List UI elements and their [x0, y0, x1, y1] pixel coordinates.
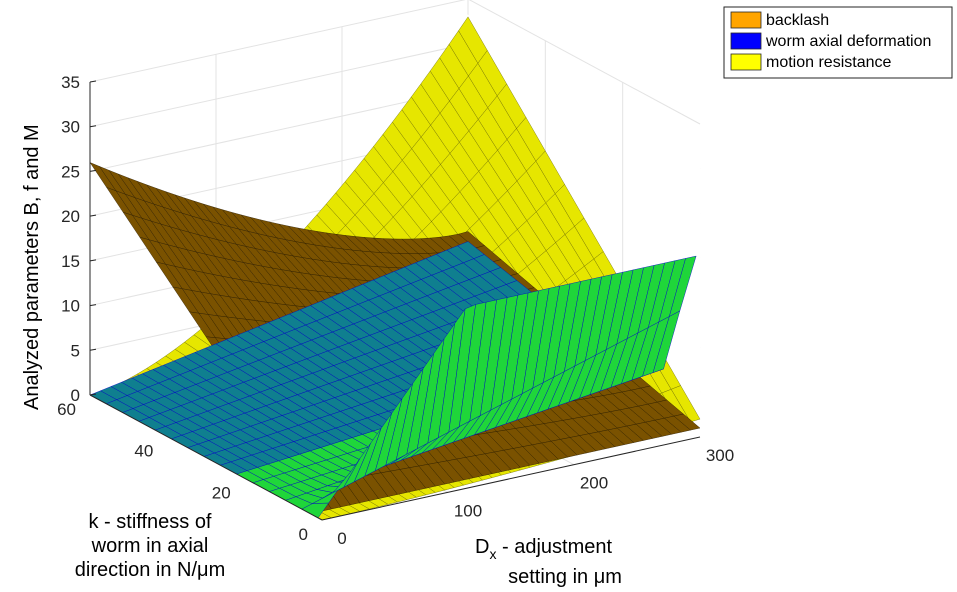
z-tick-label: 30 — [61, 118, 80, 137]
legend: backlash worm axial deformation motion res… — [723, 6, 953, 79]
z-tick-label: 0 — [71, 386, 80, 405]
legend-entry-label: motion resistance — [766, 54, 891, 71]
y-tick-label: 0 — [299, 525, 308, 544]
z-axis-label: Analyzed parameters B, f and M — [21, 124, 43, 410]
x-tick-label: 100 — [454, 501, 482, 520]
y-tick-label: 40 — [134, 442, 153, 461]
z-tick-label: 10 — [61, 297, 80, 316]
z-tick-label: 25 — [61, 162, 80, 181]
z-tick-label: 5 — [71, 341, 80, 360]
legend-swatch — [730, 32, 762, 50]
x-tick-label: 200 — [580, 474, 608, 493]
z-tick-label: 15 — [61, 252, 80, 271]
legend-swatch — [730, 11, 762, 29]
x-tick-label: 0 — [337, 529, 346, 548]
legend-entry-label: backlash — [766, 12, 829, 29]
legend-entry-label: worm axial deformation — [765, 33, 931, 50]
axis-lines — [89, 82, 701, 521]
x-axis-label-line2: setting in μm — [508, 566, 622, 588]
z-tick-label: 35 — [61, 73, 80, 92]
y-axis-label-line1: k - stiffness of — [88, 511, 211, 533]
y-axis-label-line3: direction in N/μm — [75, 559, 225, 581]
legend-swatch — [730, 53, 762, 71]
z-axis-ticks: 0 5 10 15 20 25 30 35 — [61, 73, 97, 405]
y-axis-label-line2: worm in axial — [91, 535, 209, 557]
x-axis-ticks: 0 100 200 300 — [337, 446, 734, 548]
z-tick-label: 20 — [61, 207, 80, 226]
x-tick-label: 300 — [706, 446, 734, 465]
x-axis-label-line1: Dx - adjustment — [475, 536, 613, 562]
y-tick-label: 20 — [212, 483, 231, 502]
y-tick-label: 60 — [57, 400, 76, 419]
y-axis-ticks: 0 20 40 60 — [57, 400, 308, 544]
worm-axial-deformation-surface — [89, 241, 697, 519]
